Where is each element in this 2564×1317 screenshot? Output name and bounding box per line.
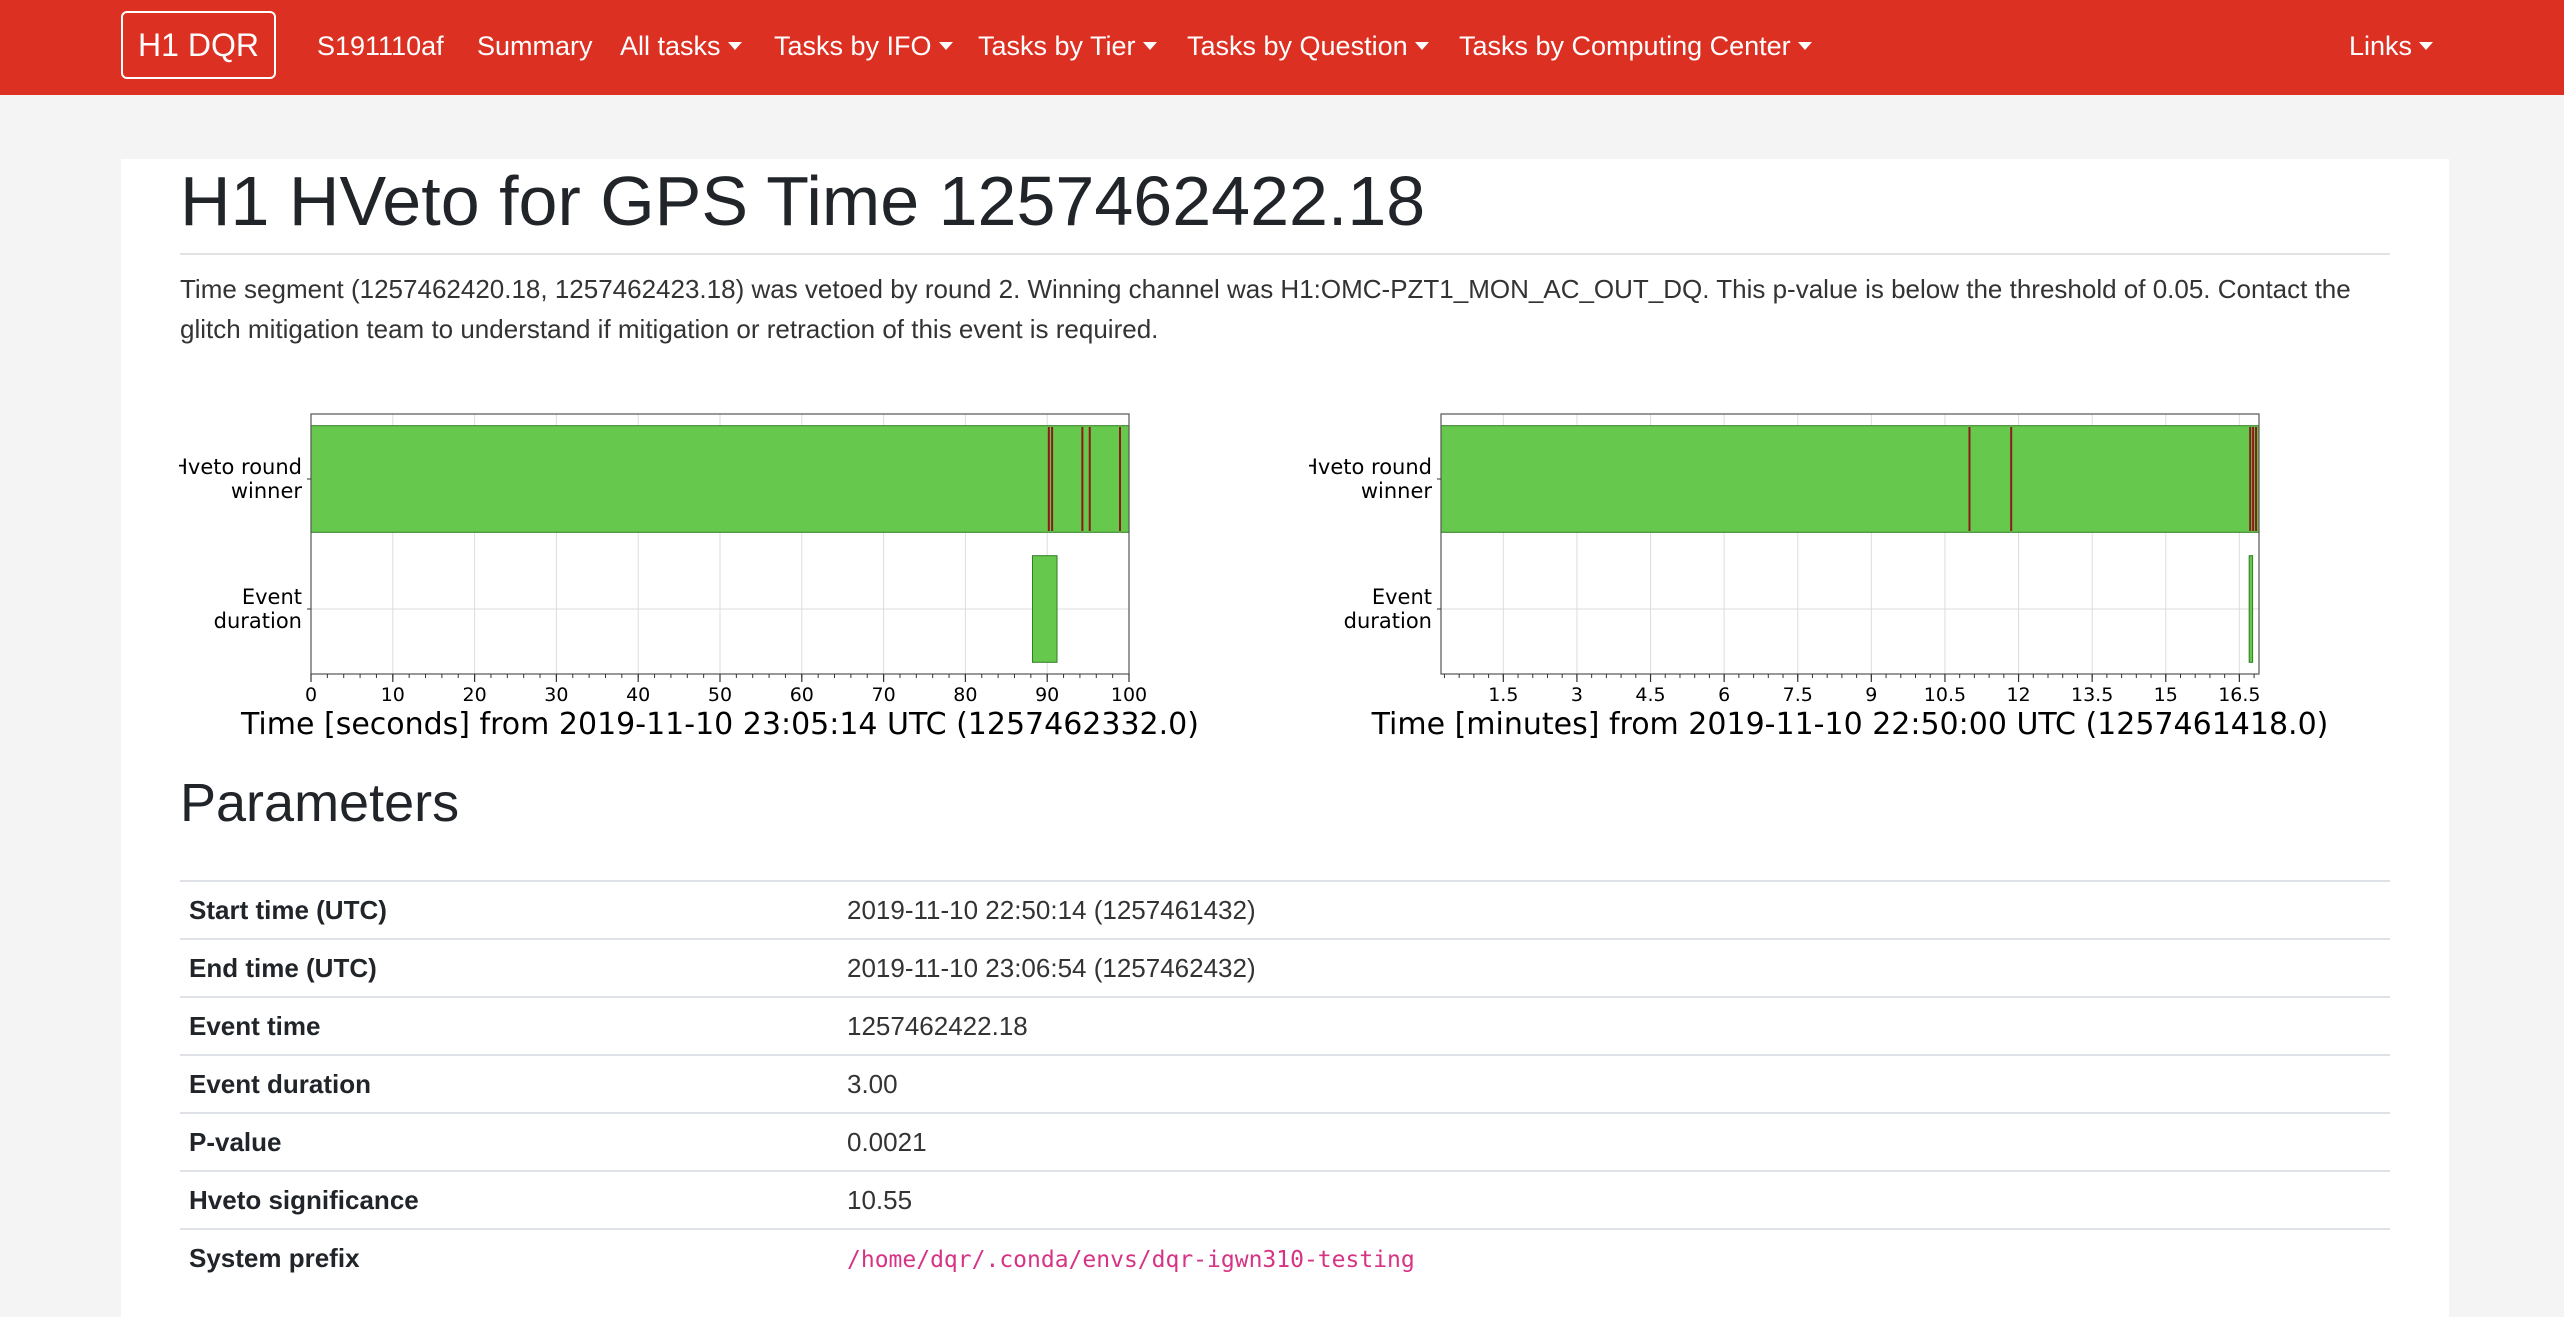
tick-label: 6 [1718,684,1730,706]
param-value: 0.0021 [838,1112,2390,1171]
tick-label: 30 [544,684,568,706]
tick-label: 4.5 [1635,684,1665,706]
category-label: Hveto round winner [179,455,302,503]
tick-label: 13.5 [2071,684,2113,706]
brand-link[interactable]: H1 DQR [121,11,276,79]
chart-svg: 0 10 20 30 40 50 60 70 80 90 100 Hveto round winner E… [172,413,1199,742]
nav-links-dropdown[interactable]: Links [2349,28,2433,64]
category-label: Event duration [1344,585,1432,633]
tick-label: 60 [790,684,814,706]
param-key: Start time (UTC) [180,880,838,939]
table-row: P-value 0.0021 [180,1112,2390,1171]
x-axis-label: Time [minutes] from 2019-11-10 22:50:00 … [1371,707,2329,742]
chart-svg: 1.5 3 4.5 6 7.5 9 10.5 12 13.5 15 16.5 Hveto round w… [1302,413,2329,742]
table-row: End time (UTC) 2019-11-10 23:06:54 (1257… [180,938,2390,997]
tick-label: 1.5 [1488,684,1518,706]
param-key: Event time [180,996,838,1055]
title-divider [180,253,2390,255]
param-key: P-value [180,1112,838,1171]
nav-tasks-by-tier-dropdown[interactable]: Tasks by Tier [978,28,1157,64]
nav-tasks-by-ifo-dropdown[interactable]: Tasks by IFO [774,28,953,64]
param-value: 10.55 [838,1170,2390,1229]
tick-label: 9 [1865,684,1877,706]
tick-label: 16.5 [2218,684,2260,706]
param-key: End time (UTC) [180,938,838,997]
page-description: Time segment (1257462420.18, 1257462423.… [180,274,2351,344]
parameters-heading: Parameters [180,773,460,833]
tick-label: 10.5 [1924,684,1966,706]
segment-bar [310,425,1130,533]
tick-label: 100 [1111,684,1147,706]
table-row: Hveto significance 10.55 [180,1170,2390,1229]
category-label: Hveto round winner [1309,455,1432,503]
nav-summary-link[interactable]: Summary [477,31,593,61]
segment-bar [2248,555,2254,663]
tick-label: 3 [1571,684,1583,706]
tick-label: 90 [1035,684,1059,706]
tick-label: 40 [626,684,650,706]
param-value: 2019-11-10 23:06:54 (1257462432) [838,938,2390,997]
nav-event-link[interactable]: S191110af [317,31,444,61]
hveto-plot-minutes[interactable]: 1.5 3 4.5 6 7.5 9 10.5 12 13.5 15 16.5 Hveto round w… [1302,399,2419,749]
tick-label: 80 [953,684,977,706]
tick-label: 20 [463,684,487,706]
category-label: Event duration [214,585,302,633]
param-value: 1257462422.18 [838,996,2390,1055]
nav-all-tasks-dropdown[interactable]: All tasks [620,28,742,64]
param-key: Event duration [180,1054,838,1113]
hveto-plot-seconds[interactable]: 0 10 20 30 40 50 60 70 80 90 100 Hveto round winner E… [172,399,1289,749]
page-title: H1 HVeto for GPS Time 1257462422.18 [180,162,1426,240]
tick-label: 0 [305,684,317,706]
tick-label: 70 [872,684,896,706]
param-key: System prefix [180,1228,838,1286]
navbar: H1 DQR S191110af Summary All tasks Tasks… [0,0,2564,95]
tick-label: 15 [2154,684,2178,706]
tick-label: 10 [381,684,405,706]
x-axis-label: Time [seconds] from 2019-11-10 23:05:14 … [240,707,1199,742]
table-row: Start time (UTC) 2019-11-10 22:50:14 (12… [180,880,2390,939]
param-value: 2019-11-10 22:50:14 (1257461432) [838,880,2390,939]
table-row: Event time 1257462422.18 [180,996,2390,1055]
nav-tasks-by-question-dropdown[interactable]: Tasks by Question [1187,28,1429,64]
segment-bar [1440,425,2260,533]
nav-tasks-by-computing-center-dropdown[interactable]: Tasks by Computing Center [1459,28,1812,64]
parameters-table: Start time (UTC) 2019-11-10 22:50:14 (12… [180,880,2390,1286]
table-row: Event duration 3.00 [180,1054,2390,1113]
axes-frame [1440,413,2260,675]
tick-label: 12 [2006,684,2030,706]
tick-label: 7.5 [1783,684,1813,706]
main-content: H1 HVeto for GPS Time 1257462422.18 Time… [121,159,2449,1317]
param-key: Hveto significance [180,1170,838,1229]
segment-bar [1031,555,1058,663]
table-row: System prefix /home/dqr/.conda/envs/dqr-… [180,1228,2390,1286]
system-prefix-code: /home/dqr/.conda/envs/dqr-igwn310-testin… [847,1246,1415,1273]
param-value: /home/dqr/.conda/envs/dqr-igwn310-testin… [838,1228,2390,1286]
tick-label: 50 [708,684,732,706]
param-value: 3.00 [838,1054,2390,1113]
